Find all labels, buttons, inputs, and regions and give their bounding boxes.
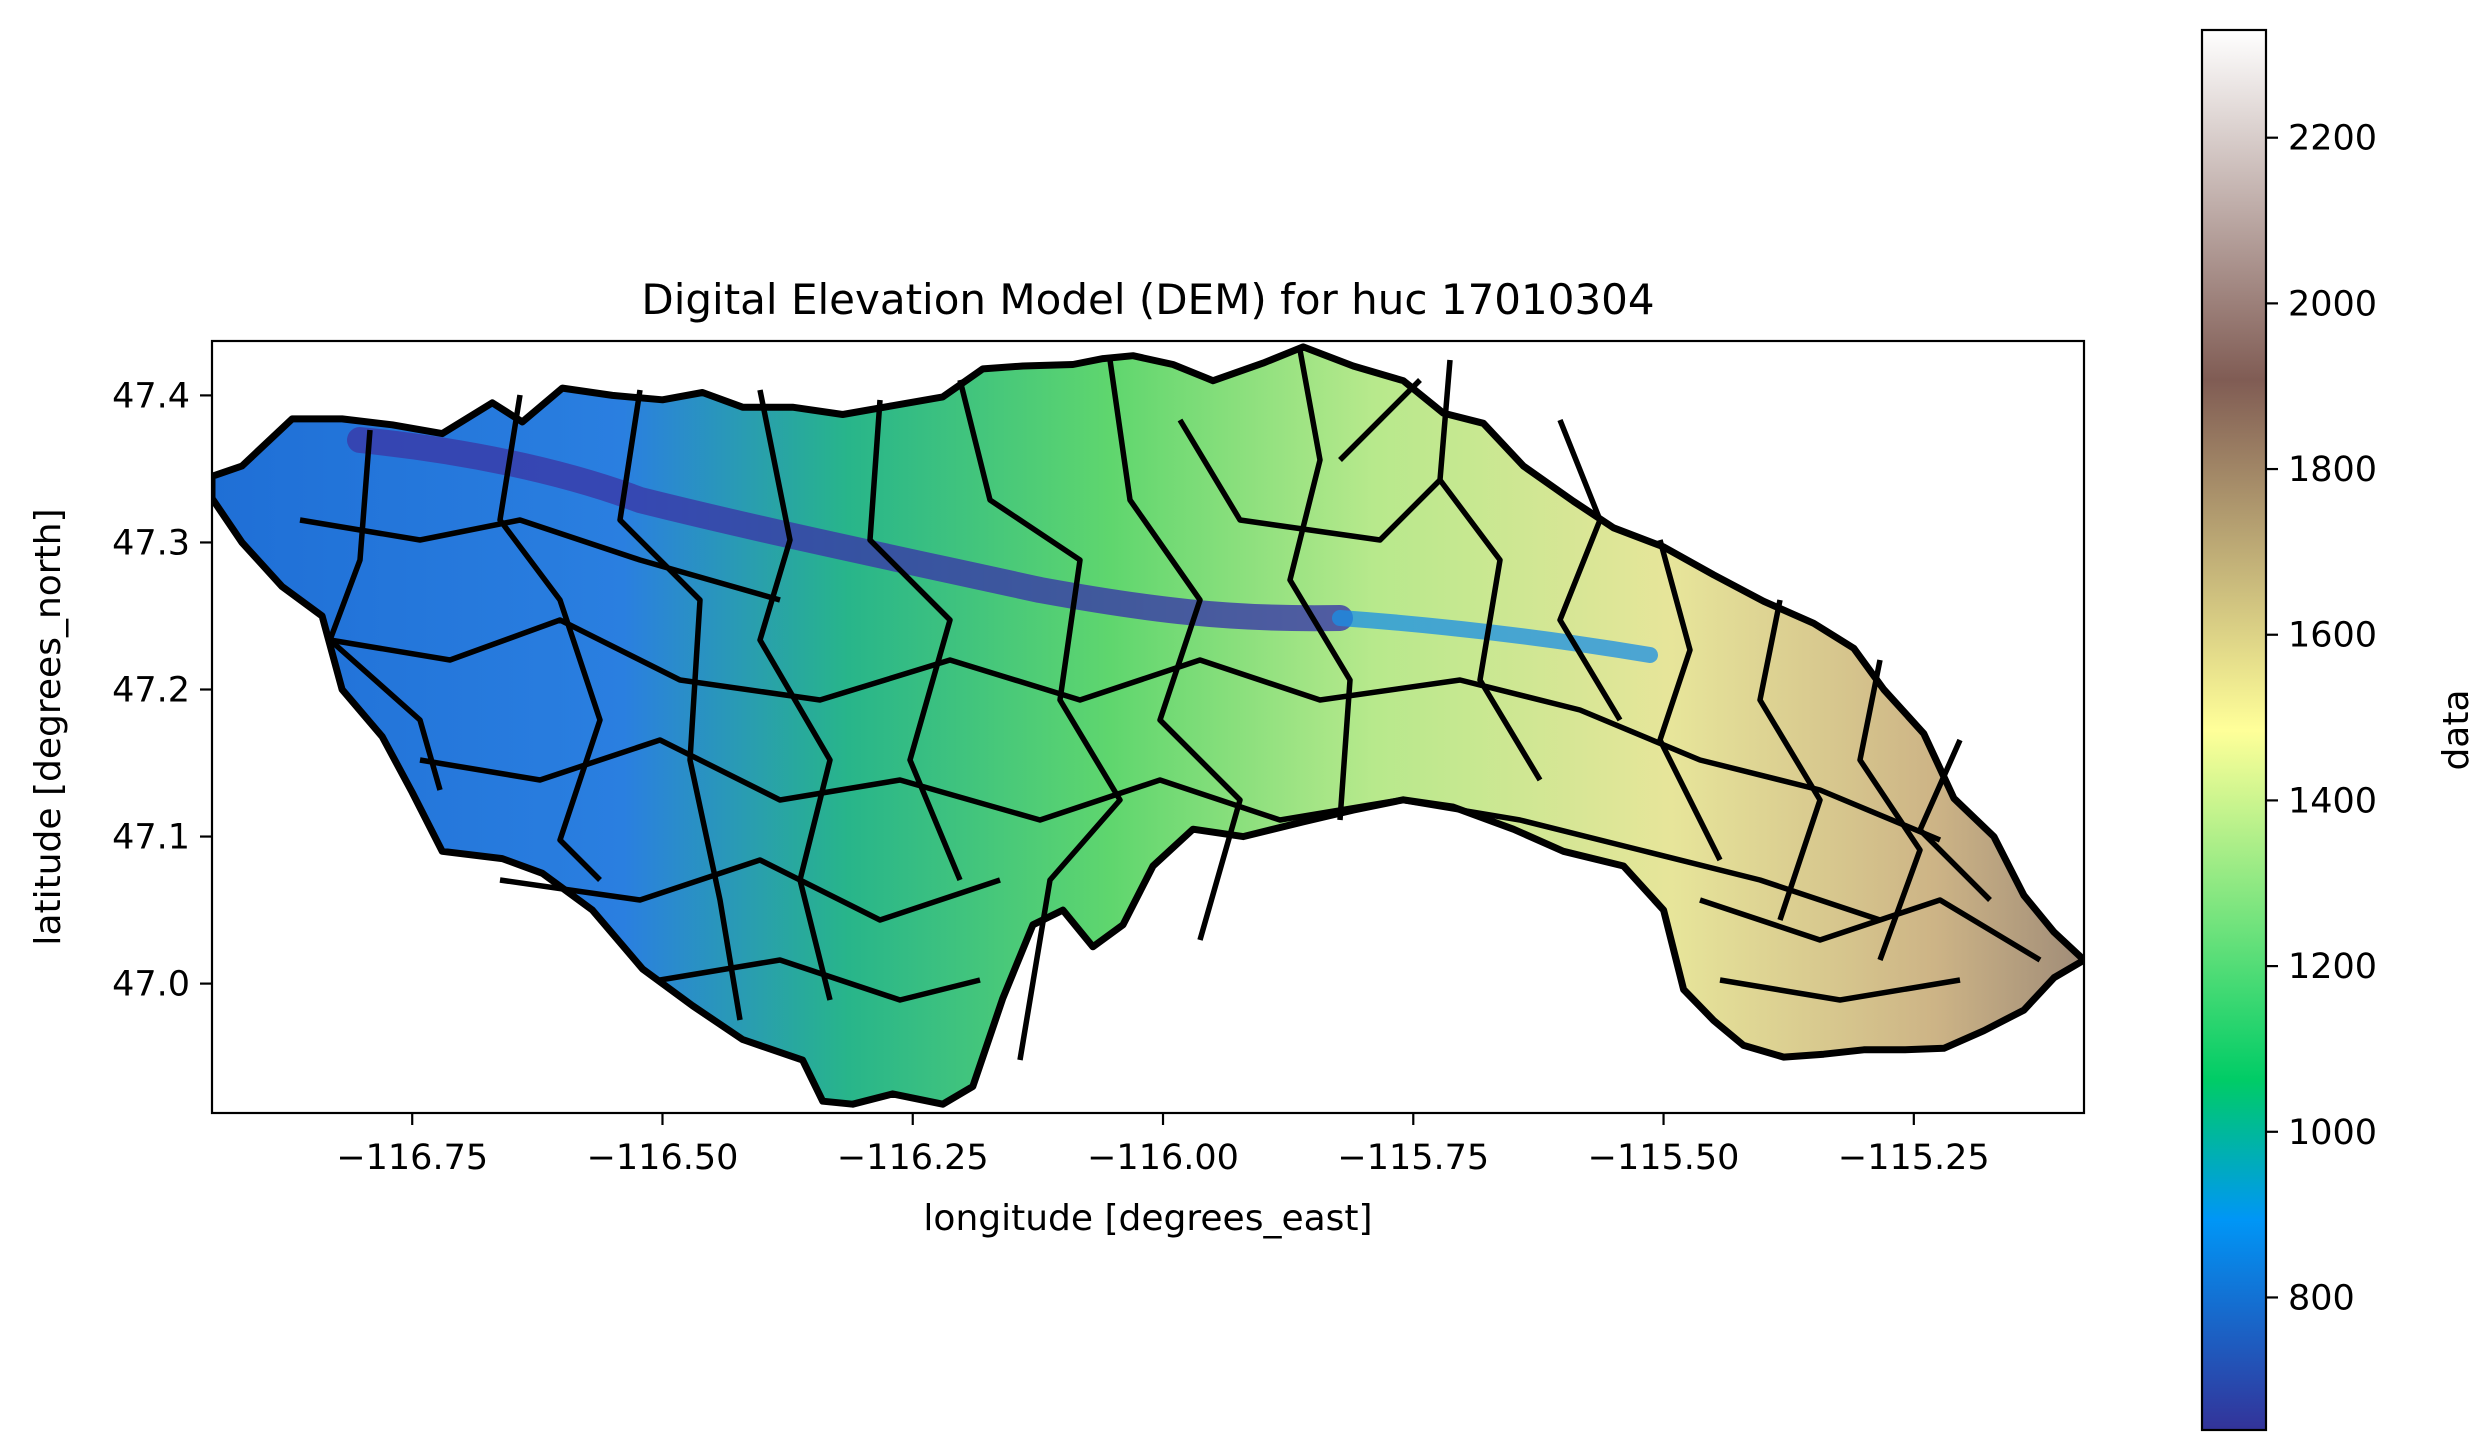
x-tick-label: −115.50 <box>1588 1138 1740 1178</box>
watershed-elevation-fill <box>212 346 2084 1105</box>
x-tick-label: −116.00 <box>1087 1138 1239 1178</box>
y-tick-label: 47.3 <box>112 523 190 563</box>
colorbar: 800 1000 1200 1400 1600 1800 2000 2200 data <box>2200 28 2476 1432</box>
colorbar-tick-label: 1200 <box>2288 947 2377 987</box>
chart-title: Digital Elevation Model (DEM) for huc 17… <box>641 275 1654 324</box>
watershed-boundary <box>212 343 2084 1108</box>
colorbar-ticks: 800 1000 1200 1400 1600 1800 2000 2200 <box>2266 119 2377 1318</box>
y-tick-label: 47.4 <box>112 376 190 416</box>
colorbar-tick-label: 1000 <box>2288 1113 2377 1153</box>
colorbar-gradient <box>2200 28 2268 1432</box>
colorbar-tick-label: 2200 <box>2288 119 2377 159</box>
x-axis-label: longitude [degrees_east] <box>923 1198 1372 1239</box>
x-tick-label: −116.50 <box>587 1138 739 1178</box>
x-axis-ticks: −116.75 −116.50 −116.25 −116.00 −115.75 −115.… <box>336 1113 1990 1178</box>
colorbar-label: data <box>2436 689 2476 770</box>
map-axes: −116.75 −116.50 −116.25 −116.00 −115.75 −115.… <box>28 339 2086 1239</box>
x-tick-label: −116.25 <box>837 1138 989 1178</box>
y-tick-label: 47.2 <box>112 671 190 711</box>
x-tick-label: −115.25 <box>1838 1138 1990 1178</box>
valley-floor <box>347 427 1658 663</box>
colorbar-tick-label: 1600 <box>2288 616 2377 656</box>
colorbar-tick-label: 1800 <box>2288 450 2377 490</box>
y-tick-label: 47.1 <box>112 818 190 858</box>
colorbar-tick-label: 1400 <box>2288 781 2377 821</box>
colorbar-tick-label: 800 <box>2288 1278 2355 1318</box>
x-tick-label: −116.75 <box>336 1138 488 1178</box>
x-tick-label: −115.75 <box>1337 1138 1489 1178</box>
colorbar-tick-label: 2000 <box>2288 284 2377 324</box>
subbasin-boundaries <box>299 349 2042 1061</box>
axes-frame <box>210 339 2086 1115</box>
y-tick-label: 47.0 <box>112 965 190 1005</box>
y-axis-label: latitude [degrees_north] <box>28 508 69 945</box>
y-axis-ticks: 47.0 47.1 47.2 47.3 47.4 <box>112 376 212 1005</box>
